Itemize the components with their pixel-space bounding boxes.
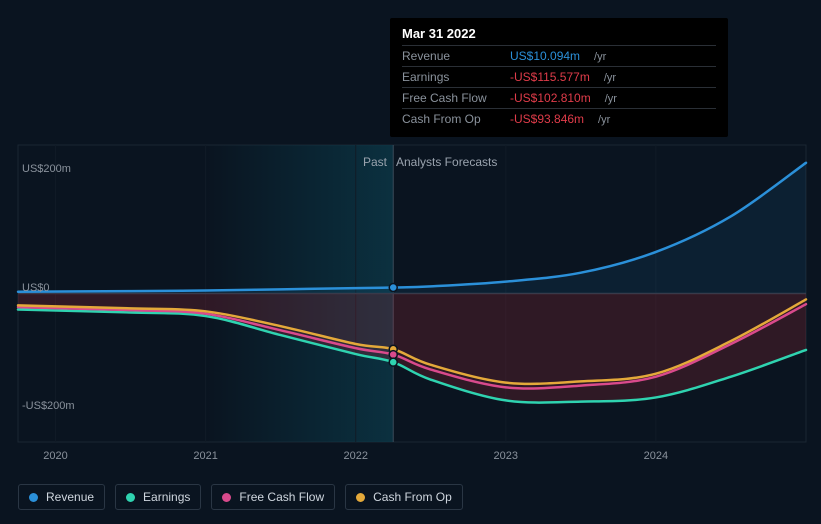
legend-item-free_cash_flow[interactable]: Free Cash Flow — [211, 484, 335, 510]
tooltip-metric-value: -US$115.577m — [510, 70, 590, 84]
x-axis-label: 2023 — [494, 450, 518, 462]
x-axis-label: 2021 — [193, 450, 217, 462]
x-axis-label: 2022 — [343, 450, 367, 462]
legend-swatch-icon — [222, 493, 231, 502]
marker-earnings — [389, 358, 397, 366]
legend-label: Cash From Op — [373, 490, 452, 504]
legend-swatch-icon — [126, 493, 135, 502]
revenue-area — [18, 163, 806, 294]
legend-item-revenue[interactable]: Revenue — [18, 484, 105, 510]
chart-tooltip: Mar 31 2022 RevenueUS$10.094m/yrEarnings… — [390, 18, 728, 137]
x-axis-label: 2020 — [43, 450, 67, 462]
legend-swatch-icon — [29, 493, 38, 502]
y-axis-label: US$200m — [0, 163, 71, 175]
y-axis-label: US$0 — [0, 282, 50, 294]
tooltip-row: Earnings -US$115.577m/yr — [402, 66, 716, 87]
tooltip-row: Cash From Op -US$93.846m/yr — [402, 108, 716, 129]
tooltip-metric-label: Cash From Op — [402, 112, 500, 126]
financials-chart: Past Analysts Forecasts Mar 31 2022 Reve… — [0, 0, 821, 524]
tooltip-metric-unit: /yr — [604, 72, 616, 84]
tooltip-rows: Revenue US$10.094m/yr Earnings -US$115.577m… — [402, 45, 716, 129]
legend-label: Free Cash Flow — [239, 490, 324, 504]
marker-free_cash_flow — [389, 351, 397, 359]
tooltip-metric-unit: /yr — [598, 114, 610, 126]
chart-legend: Revenue Earnings Free Cash Flow Cash From O… — [18, 484, 463, 510]
region-label-past: Past — [363, 155, 387, 169]
tooltip-metric-label: Free Cash Flow — [402, 91, 500, 105]
tooltip-metric-unit: /yr — [605, 93, 617, 105]
legend-label: Revenue — [46, 490, 94, 504]
tooltip-metric-value: -US$93.846m — [510, 112, 584, 126]
legend-item-cash_from_op[interactable]: Cash From Op — [345, 484, 463, 510]
tooltip-row: Free Cash Flow -US$102.810m/yr — [402, 87, 716, 108]
legend-swatch-icon — [356, 493, 365, 502]
tooltip-metric-unit: /yr — [594, 51, 606, 63]
marker-revenue — [389, 284, 397, 292]
tooltip-metric-label: Revenue — [402, 49, 500, 63]
region-label-forecast: Analysts Forecasts — [396, 155, 497, 169]
tooltip-metric-value: US$10.094m — [510, 49, 580, 63]
tooltip-row: Revenue US$10.094m/yr — [402, 45, 716, 66]
legend-label: Earnings — [143, 490, 190, 504]
tooltip-date: Mar 31 2022 — [402, 26, 716, 45]
legend-item-earnings[interactable]: Earnings — [115, 484, 201, 510]
x-axis-label: 2024 — [644, 450, 668, 462]
tooltip-metric-label: Earnings — [402, 70, 500, 84]
tooltip-metric-value: -US$102.810m — [510, 91, 591, 105]
y-axis-label: -US$200m — [0, 400, 75, 412]
